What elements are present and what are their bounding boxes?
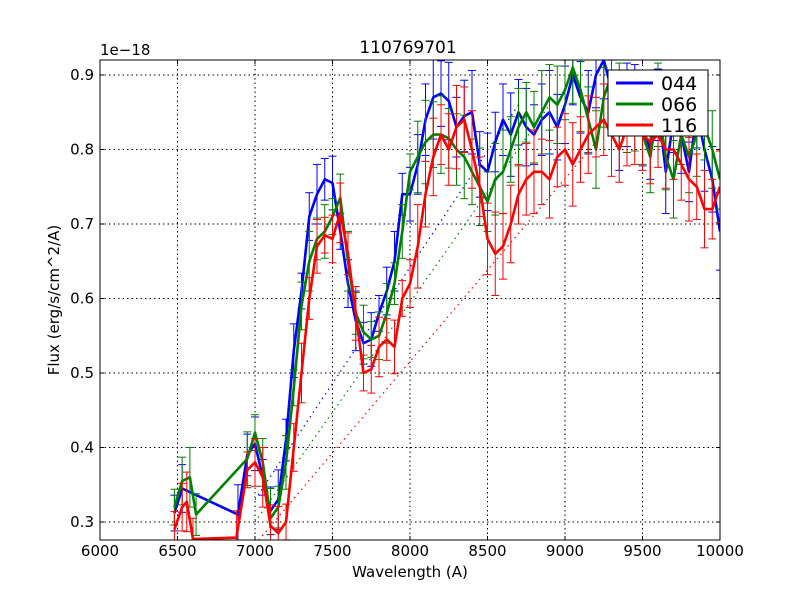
x-tick-label: 7500 xyxy=(313,542,351,560)
x-tick-label: 9500 xyxy=(623,542,661,560)
x-tick-label: 6500 xyxy=(158,542,196,560)
legend-label-116: 116 xyxy=(661,115,697,137)
y-axis-label: Flux (erg/s/cm^2/A) xyxy=(45,225,63,376)
x-tick-label: 8000 xyxy=(391,542,429,560)
y-tick-label: 0.6 xyxy=(70,290,94,308)
x-tick-label: 7000 xyxy=(236,542,274,560)
y-tick-label: 0.4 xyxy=(70,439,94,457)
y-tick-label: 0.7 xyxy=(70,215,94,233)
series-line xyxy=(173,118,720,540)
axis-ticks: 6000 6500 7000 7500 8000 8500 9000 9500 10000 0.3… xyxy=(70,60,744,560)
x-tick-label: 6000 xyxy=(81,542,119,560)
y-tick-label: 0.9 xyxy=(70,66,94,84)
y-tick-label: 0.3 xyxy=(70,513,94,531)
x-tick-label: 10000 xyxy=(696,542,744,560)
legend-label-044: 044 xyxy=(661,73,697,95)
series-116 xyxy=(170,83,720,540)
y-offset-label: 1e−18 xyxy=(100,41,150,59)
legend-label-066: 066 xyxy=(661,94,697,116)
y-tick-label: 0.8 xyxy=(70,141,94,159)
x-tick-label: 8500 xyxy=(468,542,506,560)
x-tick-label: 9000 xyxy=(546,542,584,560)
x-axis-label: Wavelength (A) xyxy=(352,563,468,581)
chart-title: 110769701 xyxy=(359,38,456,58)
y-tick-label: 0.5 xyxy=(70,364,94,382)
